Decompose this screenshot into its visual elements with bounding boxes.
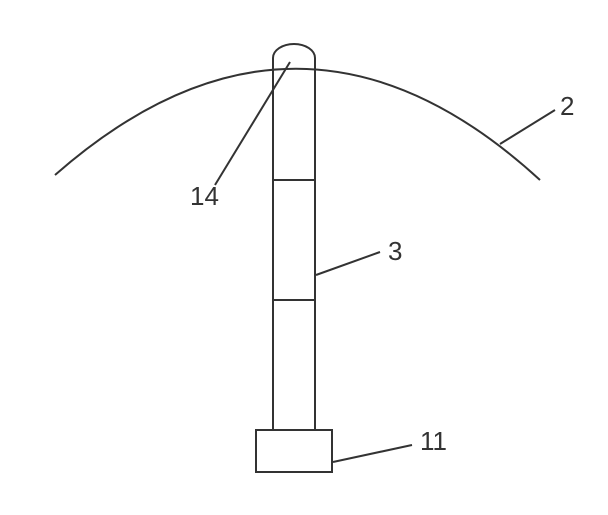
label-11: 11 xyxy=(420,426,447,456)
arc-curve xyxy=(55,69,540,180)
column xyxy=(273,44,315,430)
label-14: 14 xyxy=(190,181,219,211)
base-block xyxy=(256,430,332,472)
leader-line-3 xyxy=(316,252,380,275)
leader-line-11 xyxy=(333,445,412,462)
leader-line-14 xyxy=(215,62,290,185)
label-3: 3 xyxy=(388,236,402,266)
label-2: 2 xyxy=(560,91,574,121)
technical-diagram: 2 3 11 14 xyxy=(0,0,608,515)
column-cap xyxy=(273,44,315,58)
leader-line-2 xyxy=(500,110,555,144)
